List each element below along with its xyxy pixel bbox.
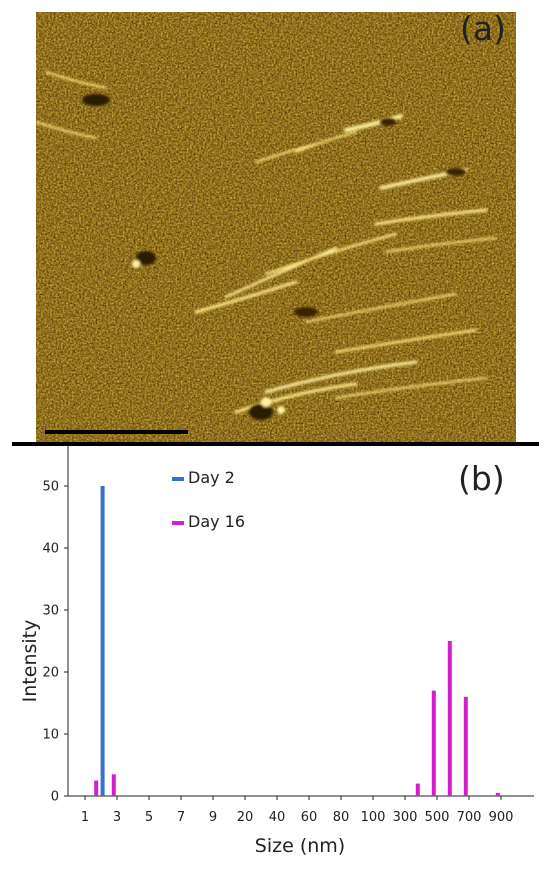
size-distribution-chart: 0 10 20 30 40 50 1 3 5 7 9 20 40 60 80 100 300 500 700 900 S… bbox=[19, 446, 534, 857]
x-tick-label: 40 bbox=[269, 810, 286, 825]
x-tick-label: 5 bbox=[145, 810, 153, 825]
bar-day16 bbox=[495, 792, 500, 796]
bar-day16 bbox=[447, 641, 452, 796]
x-axis-title: Size (nm) bbox=[255, 835, 345, 857]
legend-label: Day 16 bbox=[188, 512, 245, 531]
x-tick-label: 80 bbox=[333, 810, 350, 825]
bar-day16 bbox=[94, 780, 99, 796]
bar-day16 bbox=[111, 774, 116, 796]
panel-divider bbox=[12, 442, 539, 446]
afm-image-panel bbox=[36, 12, 516, 444]
x-tick-label: 7 bbox=[177, 810, 185, 825]
x-tick-label: 60 bbox=[301, 810, 318, 825]
panel-a-label: (a) bbox=[460, 9, 506, 48]
x-tick-label: 20 bbox=[237, 810, 254, 825]
bar-day16 bbox=[431, 690, 436, 796]
legend-swatch bbox=[172, 477, 184, 481]
scale-bar bbox=[45, 430, 188, 434]
bar-day2 bbox=[100, 486, 105, 796]
bar-day16 bbox=[463, 696, 468, 796]
y-tick-label: 0 bbox=[51, 790, 59, 805]
y-tick-label: 40 bbox=[42, 542, 59, 557]
legend-label: Day 2 bbox=[188, 468, 235, 487]
panel-b-label: (b) bbox=[458, 459, 505, 498]
y-tick-label: 30 bbox=[42, 604, 59, 619]
x-tick-label: 900 bbox=[489, 810, 514, 825]
x-tick-label: 700 bbox=[457, 810, 482, 825]
y-tick-label: 10 bbox=[42, 728, 59, 743]
y-tick-label: 50 bbox=[42, 480, 59, 495]
x-tick-label: 100 bbox=[361, 810, 386, 825]
y-tick-label: 20 bbox=[42, 666, 59, 681]
legend-swatch bbox=[172, 521, 184, 525]
x-tick-label: 9 bbox=[209, 810, 217, 825]
x-tick-label: 3 bbox=[113, 810, 121, 825]
bar-day16 bbox=[415, 783, 420, 796]
afm-micrograph bbox=[36, 12, 516, 444]
x-tick-label: 300 bbox=[393, 810, 418, 825]
y-axis-title: Intensity bbox=[19, 620, 41, 703]
x-tick-label: 1 bbox=[81, 810, 89, 825]
x-tick-label: 500 bbox=[425, 810, 450, 825]
